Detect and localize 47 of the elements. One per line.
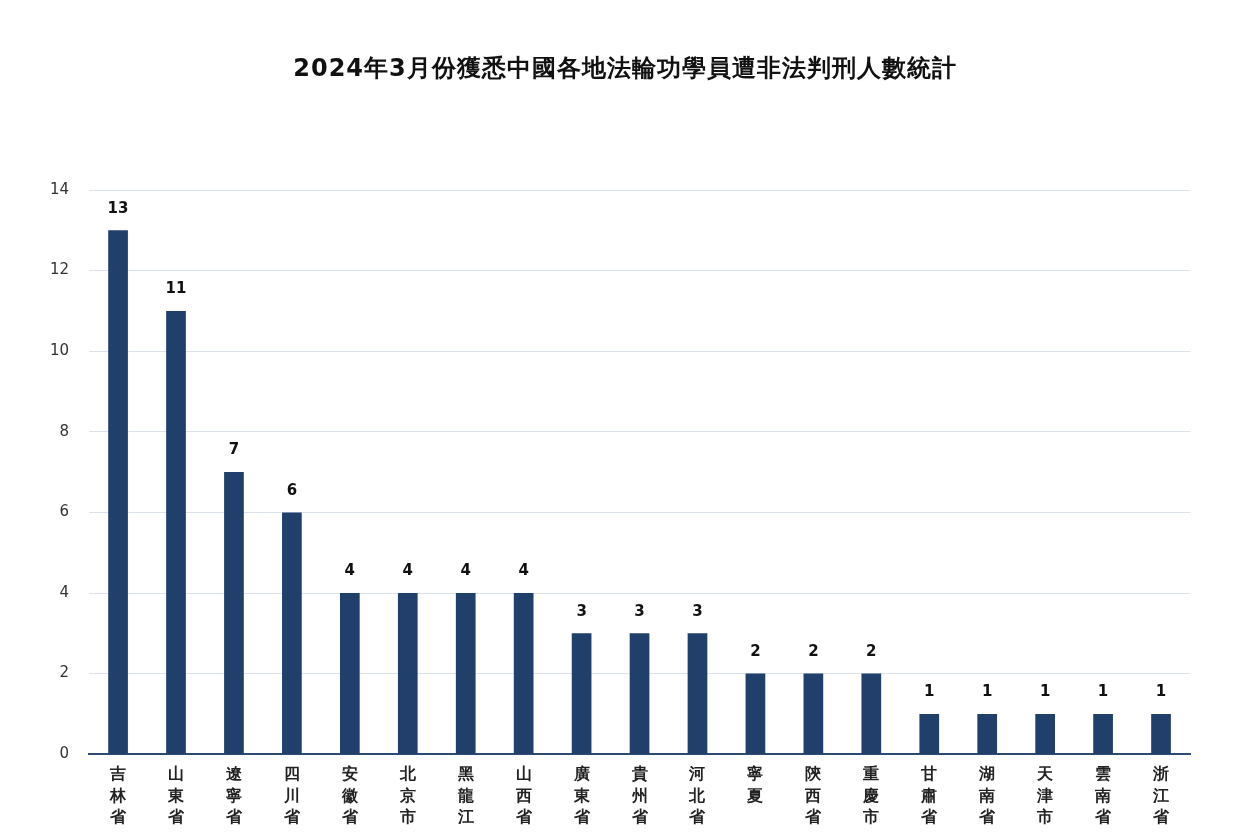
data-label: 4 [344, 561, 356, 580]
data-label: 2 [808, 641, 819, 660]
x-tick-label: 浙江省 [1152, 764, 1171, 827]
x-tick-label: 雲南省 [1094, 764, 1113, 827]
x-tick-label: 四川省 [282, 764, 301, 827]
data-label: 2 [866, 641, 877, 660]
data-label: 4 [518, 561, 529, 580]
data-label: 4 [460, 561, 471, 580]
data-label: 1 [924, 682, 935, 701]
x-tick-label: 寧夏 [746, 764, 764, 805]
data-label: 3 [576, 601, 587, 620]
y-tick-label: 14 [49, 179, 70, 198]
y-tick-label: 2 [59, 663, 70, 682]
data-label: 4 [402, 561, 413, 580]
x-tick-label: 陝西省 [804, 764, 823, 827]
x-tick-label: 河北省 [688, 764, 707, 827]
y-tick-label: 4 [59, 582, 70, 601]
data-label: 1 [1039, 682, 1051, 701]
y-tick-label: 8 [59, 421, 70, 440]
data-label: 11 [165, 279, 187, 298]
x-tick-label: 北京市 [398, 764, 417, 827]
x-tick-label: 天津市 [1036, 764, 1055, 827]
data-label: 1 [1155, 682, 1167, 701]
data-label: 7 [228, 440, 240, 459]
data-label: 1 [1097, 682, 1109, 701]
x-tick-label: 甘肅省 [920, 764, 939, 827]
x-tick-label: 山東省 [167, 764, 185, 827]
data-label: 6 [286, 480, 298, 499]
chart-title: 2024年3月份獲悉中國各地法輪功學員遭非法判刑人數統計 [292, 53, 958, 84]
data-label: 1 [981, 682, 993, 701]
x-tick-label: 吉林省 [109, 764, 128, 827]
x-tick-label: 山西省 [514, 764, 533, 827]
x-tick-label: 黑龍江 [456, 764, 474, 827]
data-label: 3 [634, 601, 645, 620]
x-tick-label: 湖南省 [978, 764, 997, 827]
data-label: 13 [107, 198, 129, 217]
x-tick-label: 重慶市 [862, 764, 880, 827]
x-tick-label: 遼寧省 [224, 764, 243, 827]
x-tick-label: 貴州省 [630, 764, 649, 827]
data-label: 3 [692, 601, 703, 620]
data-label: 2 [750, 641, 761, 660]
x-tick-label: 廣東省 [572, 764, 591, 827]
y-tick-label: 0 [59, 744, 70, 763]
y-tick-label: 12 [49, 260, 70, 279]
y-tick-label: 6 [59, 502, 70, 521]
x-tick-label: 安徽省 [340, 764, 359, 827]
y-tick-label: 10 [49, 341, 70, 360]
